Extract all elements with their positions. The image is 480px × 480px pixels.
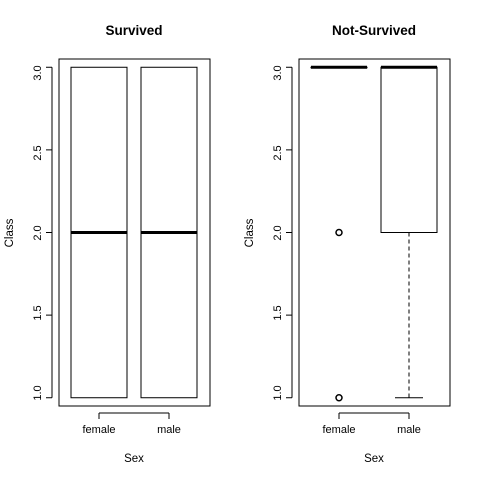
y-tick-label: 3.0 [272, 65, 284, 80]
y-tick-label: 1.0 [32, 385, 44, 400]
outlier-point [335, 228, 343, 237]
y-axis-label: Class [244, 218, 256, 247]
survived-panel: Survived Sex Class female male 1.0 1.5 2… [4, 23, 211, 465]
outlier-point [335, 393, 343, 402]
plot-frame [298, 58, 451, 407]
x-tick-label-male: male [157, 424, 181, 436]
y-tick-label: 3.0 [32, 65, 44, 80]
box-female [310, 65, 368, 402]
x-tick-label-male: male [397, 424, 421, 436]
y-tick-label: 1.0 [272, 385, 284, 400]
y-tick-label: 2.5 [272, 145, 284, 160]
y-tick-label: 1.5 [32, 305, 44, 320]
y-tick-label: 2.5 [32, 145, 44, 160]
box-male [380, 65, 438, 399]
y-tick-label: 2.0 [272, 225, 284, 240]
box-female [70, 66, 128, 399]
plot-frame [58, 58, 211, 407]
not-survived-panel: Not-Survived Sex Class female male 1.0 1… [244, 23, 451, 465]
x-tick-label-female: female [322, 424, 355, 436]
y-tick-label: 2.0 [32, 225, 44, 240]
x-axis-label: Sex [124, 453, 144, 465]
panel-title: Not-Survived [332, 23, 416, 38]
x-axis-label: Sex [364, 453, 384, 465]
y-axis-label: Class [4, 218, 16, 247]
panel-title: Survived [105, 23, 162, 38]
x-tick-label-female: female [82, 424, 115, 436]
y-tick-label: 1.5 [272, 305, 284, 320]
box-male [140, 66, 198, 399]
